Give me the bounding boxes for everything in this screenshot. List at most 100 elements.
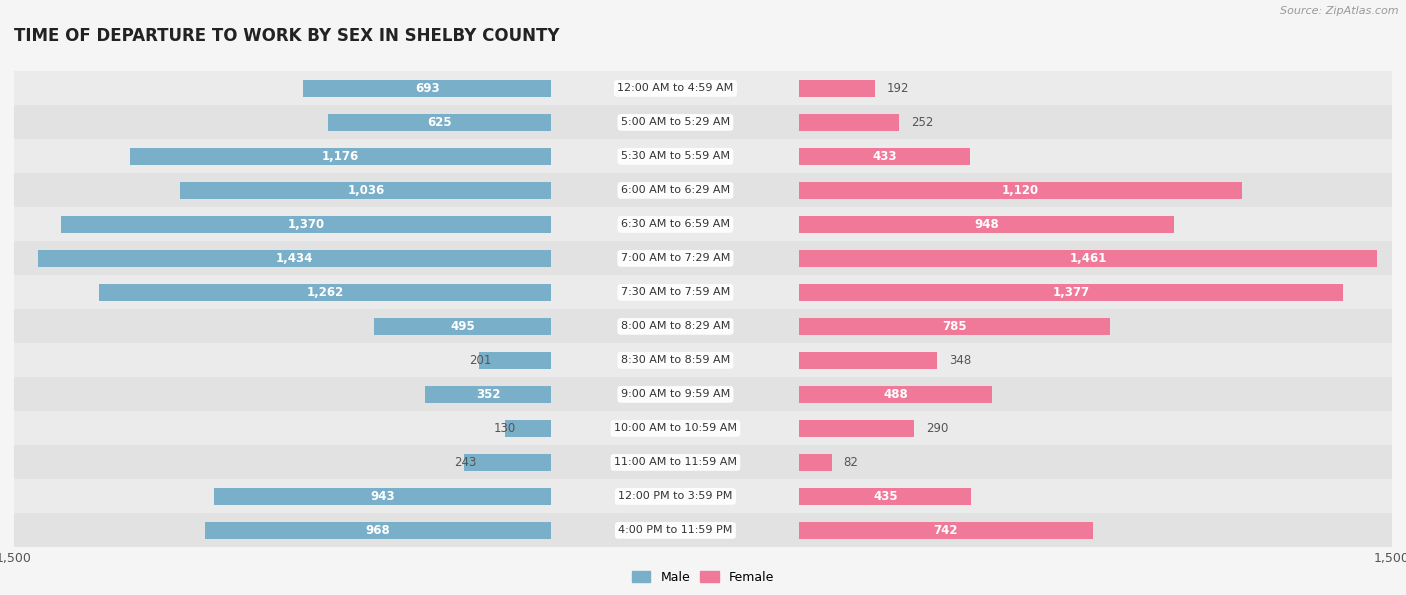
Text: 1,120: 1,120 [1002, 184, 1039, 197]
Bar [551, 309, 800, 343]
Text: 290: 290 [925, 422, 948, 435]
Bar [14, 71, 551, 105]
Text: 5:00 AM to 5:29 AM: 5:00 AM to 5:29 AM [621, 117, 730, 127]
Text: 130: 130 [494, 422, 516, 435]
Bar [551, 139, 800, 173]
Text: 8:00 AM to 8:29 AM: 8:00 AM to 8:29 AM [621, 321, 730, 331]
Bar [800, 352, 936, 369]
Text: 435: 435 [873, 490, 897, 503]
Bar [14, 513, 551, 547]
Text: 433: 433 [873, 150, 897, 163]
Bar [800, 377, 1392, 411]
Bar [14, 173, 551, 208]
Bar [800, 446, 1392, 480]
Bar [800, 242, 1392, 275]
Bar [60, 215, 551, 233]
Text: 10:00 AM to 10:59 AM: 10:00 AM to 10:59 AM [614, 424, 737, 433]
Text: 6:00 AM to 6:29 AM: 6:00 AM to 6:29 AM [621, 186, 730, 195]
Text: 1,370: 1,370 [287, 218, 325, 231]
Text: 948: 948 [974, 218, 1000, 231]
Bar [100, 284, 551, 301]
Bar [14, 480, 551, 513]
Text: 968: 968 [366, 524, 391, 537]
Bar [38, 249, 551, 267]
Bar [800, 80, 876, 97]
Text: 243: 243 [454, 456, 477, 469]
Bar [304, 80, 551, 97]
Text: 348: 348 [949, 354, 972, 367]
Text: 352: 352 [477, 388, 501, 401]
Text: 82: 82 [844, 456, 859, 469]
Text: 252: 252 [911, 116, 934, 129]
Bar [464, 453, 551, 471]
Text: TIME OF DEPARTURE TO WORK BY SEX IN SHELBY COUNTY: TIME OF DEPARTURE TO WORK BY SEX IN SHEL… [14, 27, 560, 45]
Bar [551, 411, 800, 446]
Text: 1,461: 1,461 [1070, 252, 1107, 265]
Bar [14, 208, 551, 242]
Bar [14, 411, 551, 446]
Bar [800, 275, 1392, 309]
Bar [551, 377, 800, 411]
Bar [14, 309, 551, 343]
Bar [800, 411, 1392, 446]
Bar [551, 275, 800, 309]
Bar [800, 105, 1392, 139]
Bar [800, 208, 1392, 242]
Bar [800, 386, 993, 403]
Bar [205, 522, 551, 539]
Bar [551, 446, 800, 480]
Bar [374, 318, 551, 335]
Text: 7:00 AM to 7:29 AM: 7:00 AM to 7:29 AM [621, 253, 730, 264]
Bar [800, 139, 1392, 173]
Bar [800, 480, 1392, 513]
Bar [800, 215, 1174, 233]
Bar [551, 208, 800, 242]
Bar [328, 114, 551, 131]
Text: 943: 943 [370, 490, 395, 503]
Text: 7:30 AM to 7:59 AM: 7:30 AM to 7:59 AM [621, 287, 730, 298]
Text: 1,434: 1,434 [276, 252, 314, 265]
Text: 625: 625 [427, 116, 451, 129]
Text: 12:00 PM to 3:59 PM: 12:00 PM to 3:59 PM [619, 491, 733, 502]
Text: 12:00 AM to 4:59 AM: 12:00 AM to 4:59 AM [617, 83, 734, 93]
Text: 1,377: 1,377 [1053, 286, 1090, 299]
Bar [14, 242, 551, 275]
Bar [551, 105, 800, 139]
Bar [551, 173, 800, 208]
Bar [14, 446, 551, 480]
Text: 693: 693 [415, 82, 440, 95]
Bar [800, 114, 898, 131]
Bar [800, 284, 1343, 301]
Text: 5:30 AM to 5:59 AM: 5:30 AM to 5:59 AM [621, 151, 730, 161]
Bar [180, 181, 551, 199]
Bar [800, 522, 1092, 539]
Bar [800, 71, 1392, 105]
Text: Source: ZipAtlas.com: Source: ZipAtlas.com [1281, 6, 1399, 16]
Bar [551, 513, 800, 547]
Text: 495: 495 [450, 320, 475, 333]
Bar [214, 487, 551, 505]
Text: 6:30 AM to 6:59 AM: 6:30 AM to 6:59 AM [621, 220, 730, 230]
Bar [800, 487, 972, 505]
Bar [14, 377, 551, 411]
Text: 4:00 PM to 11:59 PM: 4:00 PM to 11:59 PM [619, 525, 733, 536]
Bar [800, 148, 970, 165]
Text: 8:30 AM to 8:59 AM: 8:30 AM to 8:59 AM [621, 355, 730, 365]
Bar [551, 71, 800, 105]
Bar [800, 419, 914, 437]
Bar [551, 480, 800, 513]
Bar [800, 343, 1392, 377]
Bar [551, 343, 800, 377]
Bar [800, 318, 1109, 335]
Text: 1,036: 1,036 [347, 184, 384, 197]
Bar [551, 242, 800, 275]
Legend: Male, Female: Male, Female [627, 566, 779, 588]
Bar [505, 419, 551, 437]
Bar [14, 139, 551, 173]
Text: 742: 742 [934, 524, 959, 537]
Text: 488: 488 [883, 388, 908, 401]
Text: 11:00 AM to 11:59 AM: 11:00 AM to 11:59 AM [614, 458, 737, 468]
Bar [426, 386, 551, 403]
Text: 201: 201 [468, 354, 491, 367]
Bar [800, 181, 1241, 199]
